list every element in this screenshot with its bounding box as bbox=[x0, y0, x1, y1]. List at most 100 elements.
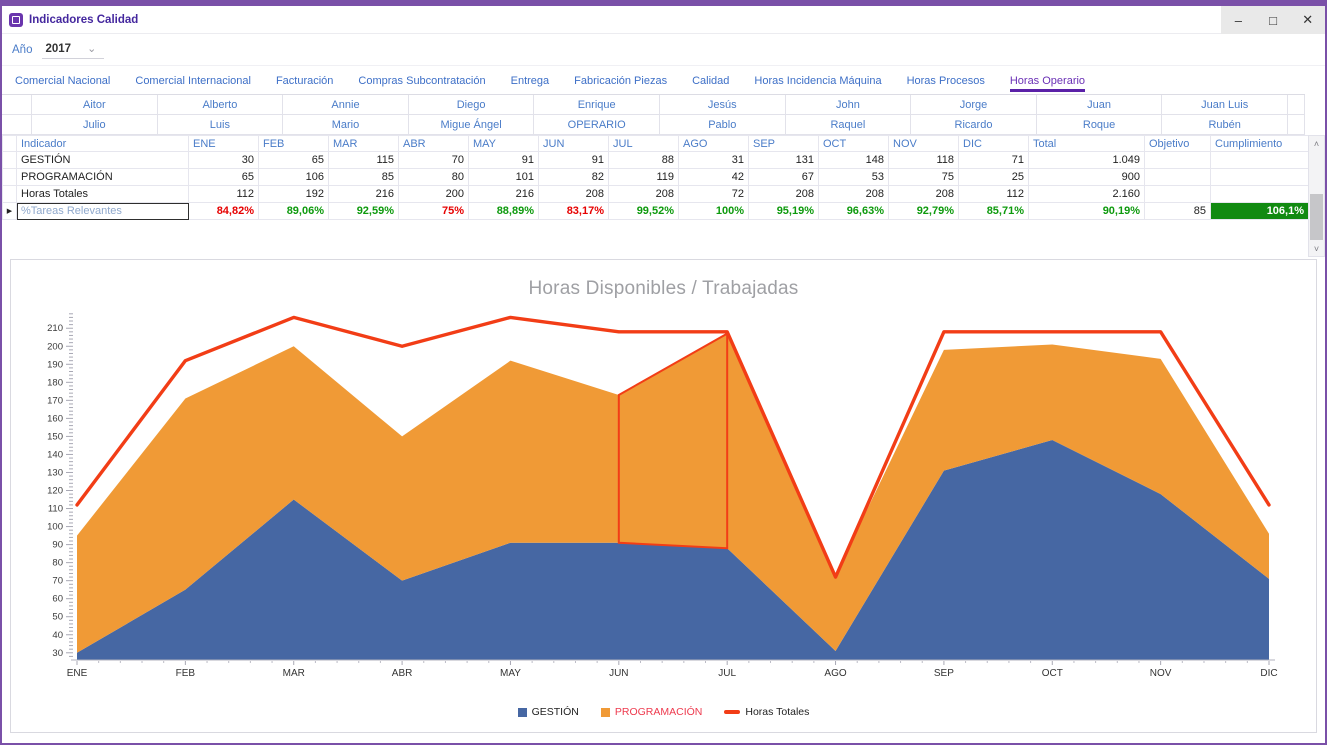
column-header-jun[interactable]: JUN bbox=[538, 135, 609, 152]
cell-cumplimiento[interactable] bbox=[1210, 151, 1309, 169]
cell-sep[interactable]: 208 bbox=[748, 185, 819, 203]
title-bar[interactable]: Indicadores Calidad – □ ✕ bbox=[2, 6, 1325, 34]
column-header-objetivo[interactable]: Objetivo bbox=[1144, 135, 1211, 152]
tab-horas-procesos[interactable]: Horas Procesos bbox=[906, 75, 985, 87]
cell-ene[interactable]: 30 bbox=[188, 151, 259, 169]
cell-feb[interactable]: 192 bbox=[258, 185, 329, 203]
operator-cell-mario[interactable]: Mario bbox=[283, 115, 409, 135]
cell-feb[interactable]: 106 bbox=[258, 168, 329, 186]
column-header-indicador[interactable]: Indicador bbox=[16, 135, 189, 152]
column-header-total[interactable]: Total bbox=[1028, 135, 1145, 152]
cell-cumplimiento[interactable] bbox=[1210, 168, 1309, 186]
cell-mar[interactable]: 92,59% bbox=[328, 202, 399, 220]
cell-cumplimiento[interactable] bbox=[1210, 185, 1309, 203]
cell-total[interactable]: 90,19% bbox=[1028, 202, 1145, 220]
column-header-feb[interactable]: FEB bbox=[258, 135, 329, 152]
cell-dic[interactable]: 112 bbox=[958, 185, 1029, 203]
legend-item-gestion[interactable]: GESTIÓN bbox=[517, 706, 579, 718]
operator-cell-luis[interactable]: Luis bbox=[157, 115, 284, 135]
operator-cell-alberto[interactable]: Alberto bbox=[157, 95, 284, 115]
column-header-sep[interactable]: SEP bbox=[748, 135, 819, 152]
cell-jun[interactable]: 208 bbox=[538, 185, 609, 203]
cell-nov[interactable]: 92,79% bbox=[888, 202, 959, 220]
operator-cell-juan[interactable]: Juan bbox=[1036, 95, 1163, 115]
column-header-nov[interactable]: NOV bbox=[888, 135, 959, 152]
cell-ene[interactable]: 84,82% bbox=[188, 202, 259, 220]
cell-mar[interactable]: 115 bbox=[328, 151, 399, 169]
column-header-oct[interactable]: OCT bbox=[818, 135, 889, 152]
tab-comercial-nacional[interactable]: Comercial Nacional bbox=[15, 75, 111, 87]
cell-oct[interactable]: 208 bbox=[818, 185, 889, 203]
cell-objetivo[interactable] bbox=[1144, 168, 1211, 186]
cell-objetivo[interactable] bbox=[1144, 151, 1211, 169]
scroll-down-icon[interactable]: ˅ bbox=[1313, 243, 1320, 254]
table-scrollbar[interactable]: ˄ ˅ bbox=[1308, 135, 1325, 257]
cell-feb[interactable]: 89,06% bbox=[258, 202, 329, 220]
column-header-ago[interactable]: AGO bbox=[678, 135, 749, 152]
cell-may[interactable]: 101 bbox=[468, 168, 539, 186]
close-button[interactable]: ✕ bbox=[1302, 12, 1314, 27]
cell-jun[interactable]: 82 bbox=[538, 168, 609, 186]
cell-indicador[interactable]: PROGRAMACIÓN bbox=[16, 168, 189, 186]
column-header-jul[interactable]: JUL bbox=[608, 135, 679, 152]
cell-nov[interactable]: 75 bbox=[888, 168, 959, 186]
tab-horas-incidencia-maquina[interactable]: Horas Incidencia Máquina bbox=[754, 75, 882, 87]
minimize-button[interactable]: – bbox=[1234, 12, 1242, 28]
cell-total[interactable]: 900 bbox=[1028, 168, 1145, 186]
cell-indicador[interactable]: Horas Totales bbox=[16, 185, 189, 203]
tab-fabricacion-piezas[interactable]: Fabricación Piezas bbox=[574, 75, 668, 87]
operator-cell-operario[interactable]: OPERARIO bbox=[534, 115, 660, 135]
cell-oct[interactable]: 148 bbox=[818, 151, 889, 169]
column-header-dic[interactable]: DIC bbox=[958, 135, 1029, 152]
cell-ago[interactable]: 31 bbox=[678, 151, 749, 169]
column-header-cumplimiento[interactable]: Cumplimiento bbox=[1210, 135, 1309, 152]
cell-may[interactable]: 88,89% bbox=[468, 202, 539, 220]
cell-dic[interactable]: 85,71% bbox=[958, 202, 1029, 220]
cell-nov[interactable]: 118 bbox=[888, 151, 959, 169]
cell-total[interactable]: 1.049 bbox=[1028, 151, 1145, 169]
cell-jul[interactable]: 208 bbox=[608, 185, 679, 203]
operator-cell-annie[interactable]: Annie bbox=[283, 95, 409, 115]
cell-ene[interactable]: 65 bbox=[188, 168, 259, 186]
legend-item-programacion[interactable]: PROGRAMACIÓN bbox=[600, 706, 702, 718]
maximize-button[interactable]: □ bbox=[1269, 12, 1277, 28]
operator-cell-enrique[interactable]: Enrique bbox=[534, 95, 660, 115]
cell-may[interactable]: 216 bbox=[468, 185, 539, 203]
cell-cumplimiento[interactable]: 106,1% bbox=[1210, 202, 1309, 220]
cell-may[interactable]: 91 bbox=[468, 151, 539, 169]
cell-sep[interactable]: 95,19% bbox=[748, 202, 819, 220]
tab-comercial-internacional[interactable]: Comercial Internacional bbox=[135, 75, 251, 87]
operator-cell-julio[interactable]: Julio bbox=[32, 115, 158, 135]
tab-entrega[interactable]: Entrega bbox=[510, 75, 550, 87]
operator-cell-raquel[interactable]: Raquel bbox=[785, 115, 912, 135]
cell-ago[interactable]: 100% bbox=[678, 202, 749, 220]
tab-calidad[interactable]: Calidad bbox=[692, 75, 730, 87]
cell-jul[interactable]: 88 bbox=[608, 151, 679, 169]
cell-indicador[interactable]: GESTIÓN bbox=[16, 151, 189, 169]
column-header-mar[interactable]: MAR bbox=[328, 135, 399, 152]
cell-jul[interactable]: 99,52% bbox=[608, 202, 679, 220]
column-header-ene[interactable]: ENE bbox=[188, 135, 259, 152]
operator-cell-roque[interactable]: Roque bbox=[1036, 115, 1163, 135]
cell-mar[interactable]: 216 bbox=[328, 185, 399, 203]
cell-jun[interactable]: 91 bbox=[538, 151, 609, 169]
column-header-abr[interactable]: ABR bbox=[398, 135, 469, 152]
cell-abr[interactable]: 80 bbox=[398, 168, 469, 186]
operator-cell-ricardo[interactable]: Ricardo bbox=[911, 115, 1037, 135]
cell-mar[interactable]: 85 bbox=[328, 168, 399, 186]
operator-cell-jorge[interactable]: Jorge bbox=[911, 95, 1037, 115]
year-dropdown[interactable]: 2017 ⌄ bbox=[42, 41, 105, 59]
cell-abr[interactable]: 70 bbox=[398, 151, 469, 169]
cell-feb[interactable]: 65 bbox=[258, 151, 329, 169]
operator-cell-migue-angel[interactable]: Migue Ángel bbox=[408, 115, 535, 135]
operator-cell-john[interactable]: John bbox=[785, 95, 912, 115]
cell-sep[interactable]: 67 bbox=[748, 168, 819, 186]
cell-objetivo[interactable]: 85 bbox=[1144, 202, 1211, 220]
operator-cell-pablo[interactable]: Pablo bbox=[659, 115, 786, 135]
cell-total[interactable]: 2.160 bbox=[1028, 185, 1145, 203]
cell-oct[interactable]: 96,63% bbox=[818, 202, 889, 220]
scrollbar-thumb[interactable] bbox=[1310, 194, 1323, 240]
cell-nov[interactable]: 208 bbox=[888, 185, 959, 203]
cell-ago[interactable]: 42 bbox=[678, 168, 749, 186]
cell-dic[interactable]: 71 bbox=[958, 151, 1029, 169]
